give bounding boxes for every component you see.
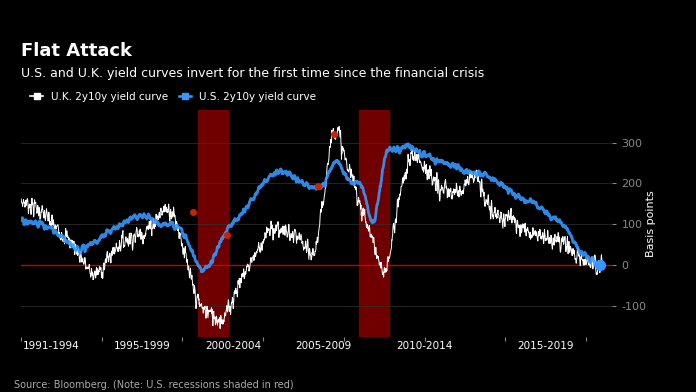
Bar bbox=[359, 110, 389, 337]
Text: Source: Bloomberg. (Note: U.S. recessions shaded in red): Source: Bloomberg. (Note: U.S. recession… bbox=[14, 380, 294, 390]
Text: 2000-2004: 2000-2004 bbox=[205, 341, 261, 351]
Text: 1991-1994: 1991-1994 bbox=[23, 341, 79, 351]
Text: 1995-1999: 1995-1999 bbox=[113, 341, 171, 351]
Text: 2010-2014: 2010-2014 bbox=[397, 341, 453, 351]
Text: Basis points: Basis points bbox=[646, 190, 656, 257]
Text: Flat Attack: Flat Attack bbox=[21, 42, 132, 60]
Text: U.S. and U.K. yield curves invert for the first time since the financial crisis: U.S. and U.K. yield curves invert for th… bbox=[21, 67, 484, 80]
Bar bbox=[198, 110, 228, 337]
Text: 2005-2009: 2005-2009 bbox=[296, 341, 352, 351]
Text: 2015-2019: 2015-2019 bbox=[518, 341, 574, 351]
Legend: U.K. 2y10y yield curve, U.S. 2y10y yield curve: U.K. 2y10y yield curve, U.S. 2y10y yield… bbox=[26, 88, 321, 106]
